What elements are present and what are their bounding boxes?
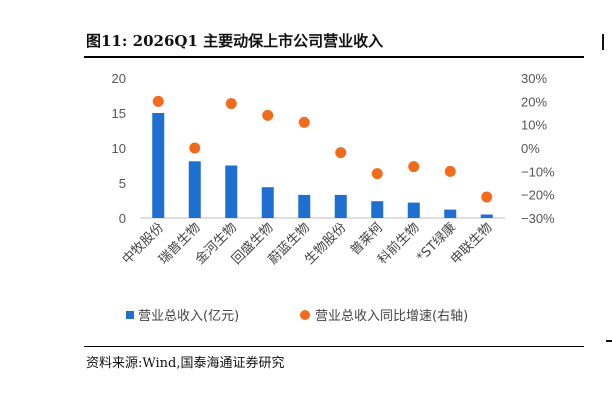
legend-bar-swatch	[126, 311, 134, 319]
revenue-bar	[480, 214, 493, 218]
growth-point	[481, 191, 493, 203]
right-axis-tick: −20%	[521, 188, 555, 203]
right-axis-tick: 0%	[521, 141, 540, 156]
legend-bar-label: 营业总收入(亿元)	[138, 309, 239, 324]
title-divider	[84, 56, 584, 58]
growth-point	[262, 109, 274, 121]
left-axis-tick: 20	[112, 71, 126, 86]
adjacent-column-fragment-2	[606, 340, 612, 342]
right-axis-tick: 20%	[521, 94, 547, 109]
revenue-bar	[334, 194, 347, 218]
revenue-bar	[225, 165, 238, 218]
source-divider	[84, 346, 584, 347]
growth-point	[298, 116, 310, 128]
left-axis-tick: 0	[119, 211, 126, 226]
legend-point-label: 营业总收入同比增速(右轴)	[315, 309, 468, 324]
revenue-bar	[261, 187, 274, 218]
right-axis-tick: −30%	[521, 211, 555, 226]
left-axis-tick: 5	[119, 176, 126, 191]
revenue-bar	[371, 201, 384, 218]
legend-point-swatch	[300, 310, 310, 320]
source-note: 资料来源:Wind,国泰海通证券研究	[86, 356, 285, 371]
revenue-bar	[188, 161, 201, 218]
revenue-bar	[407, 202, 420, 218]
left-axis-tick: 15	[112, 106, 126, 121]
growth-point	[444, 165, 456, 177]
growth-point	[225, 98, 237, 110]
growth-point	[189, 142, 201, 154]
revenue-bar	[298, 194, 311, 218]
right-axis-tick: 10%	[521, 118, 547, 133]
adjacent-column-fragment	[602, 30, 612, 54]
right-axis-tick: 30%	[521, 71, 547, 86]
revenue-bar	[444, 209, 457, 218]
figure-title: 图11: 2026Q1 主要动保上市公司营业收入	[86, 32, 384, 50]
growth-point	[335, 147, 347, 159]
right-axis-tick: −10%	[521, 164, 555, 179]
left-axis-tick: 10	[112, 141, 126, 156]
growth-point	[371, 168, 383, 180]
growth-point	[152, 95, 164, 107]
growth-point	[408, 161, 420, 173]
revenue-bar	[152, 113, 165, 218]
